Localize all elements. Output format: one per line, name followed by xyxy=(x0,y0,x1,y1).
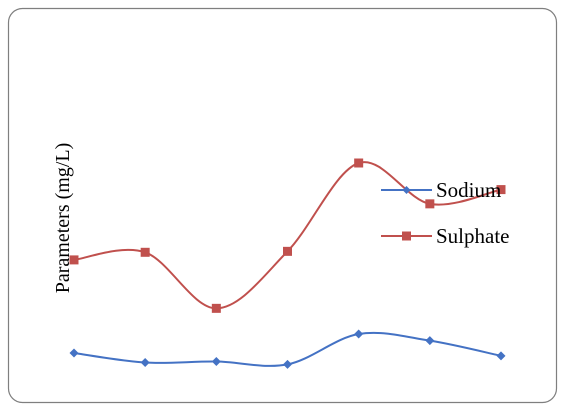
data-point-sulphate-6 xyxy=(425,199,435,209)
data-point-sulphate-5 xyxy=(354,158,364,168)
data-point-sodium-7 xyxy=(496,351,506,361)
legend-marker-sulphate xyxy=(402,231,411,241)
legend-marker-sodium xyxy=(402,186,411,194)
data-point-sodium-4 xyxy=(283,359,292,369)
data-point-sulphate-7 xyxy=(496,185,506,195)
chart-border xyxy=(7,7,558,404)
data-point-sodium-3 xyxy=(211,357,221,367)
legend-item-sodium: Sodium xyxy=(381,178,501,202)
legend-label-sodium: Sodium xyxy=(436,178,501,202)
legend: Sodium Sulphate xyxy=(381,178,510,248)
legend-item-sulphate: Sulphate xyxy=(381,224,510,248)
y-axis-title: Parameters (mg/L) xyxy=(52,143,74,294)
data-point-sodium-6 xyxy=(425,336,435,346)
data-point-sodium-1 xyxy=(69,348,79,358)
legend-label-sulphate: Sulphate xyxy=(436,224,510,248)
data-point-sodium-2 xyxy=(140,358,150,367)
data-point-sulphate-3 xyxy=(211,303,221,313)
series-layer xyxy=(69,158,506,369)
data-point-sulphate-2 xyxy=(140,247,150,257)
data-point-sulphate-1 xyxy=(69,255,79,265)
data-point-sulphate-4 xyxy=(283,246,292,256)
data-point-sodium-5 xyxy=(354,329,364,339)
